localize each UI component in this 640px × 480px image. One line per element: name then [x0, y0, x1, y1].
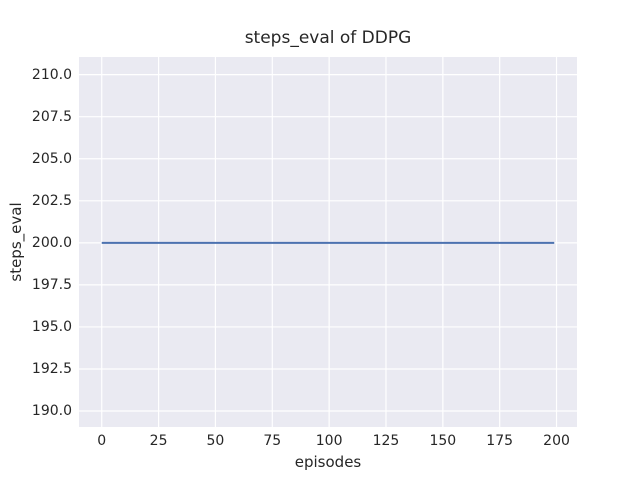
y-tick-label: 200.0: [31, 234, 72, 251]
x-tick-label: 175: [486, 433, 514, 449]
x-tick-label: 25: [149, 433, 168, 449]
y-tick-label: 205.0: [31, 150, 72, 167]
y-tick-label: 190.0: [31, 403, 72, 420]
y-tick-label: 197.5: [31, 276, 72, 293]
chart-title: steps_eval of DDPG: [244, 28, 412, 48]
x-tick-label: 100: [315, 433, 343, 449]
y-tick-label: 207.5: [31, 108, 72, 125]
x-tick-label: 50: [206, 433, 225, 449]
x-tick-label: 125: [372, 433, 400, 449]
x-axis-label: episodes: [294, 453, 362, 471]
x-tick-label: 0: [97, 433, 107, 449]
y-tick-label: 210.0: [31, 66, 72, 83]
y-tick-label: 192.5: [31, 360, 72, 377]
plot-area: [79, 57, 577, 427]
x-tick-label: 75: [263, 433, 282, 449]
y-tick-label: 195.0: [31, 318, 72, 335]
y-axis-label: steps_eval: [7, 202, 25, 282]
x-tick-label: 150: [429, 433, 457, 449]
y-tick-label: 202.5: [31, 192, 72, 209]
x-tick-label: 200: [543, 433, 570, 449]
